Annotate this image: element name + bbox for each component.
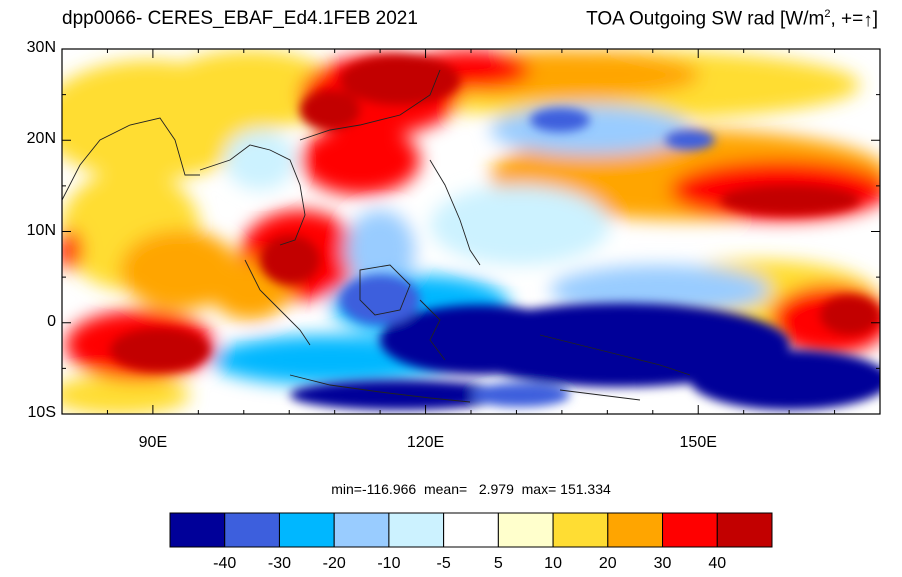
title-right-text: TOA Outgoing SW rad [W/m: [586, 8, 825, 30]
borneo-coast: [359, 264, 411, 316]
map-title-right: TOA Outgoing SW rad [W/m2, +=↑]: [586, 8, 878, 32]
china-coast: [299, 69, 441, 141]
lat-label: 0: [47, 312, 56, 330]
australia-coast: [559, 389, 641, 401]
colorbar-swatch: [497, 512, 554, 548]
colorbar-swatch: [333, 512, 390, 548]
colorbar-swatch: [388, 512, 445, 548]
java-coast: [289, 374, 471, 403]
colorbar-label: 30: [653, 555, 672, 572]
lat-label: 10S: [27, 404, 56, 421]
colorbar-swatch: [224, 512, 280, 548]
colorbar-label: -10: [377, 555, 401, 572]
colorbar-label: -30: [267, 555, 292, 572]
map-title-left: dpp0066- CERES_EBAF_Ed4.1FEB 2021: [62, 8, 418, 29]
lat-label: 20N: [26, 130, 56, 148]
map-field: [62, 49, 880, 414]
colorbar-swatch: [443, 512, 499, 548]
title-right-after: , +=: [830, 8, 864, 30]
axis-ticks: [61, 48, 881, 415]
colorbar-swatch: [662, 512, 718, 548]
colorbar-swatch: [607, 512, 664, 548]
colorbar-label: 5: [493, 555, 503, 572]
new-guinea-coast: [539, 334, 691, 376]
coastlines: [62, 69, 691, 403]
lon-label: 120E: [406, 434, 445, 451]
philippines-coast: [429, 159, 481, 266]
colorbar-label: -5: [436, 555, 451, 572]
lon-label: 150E: [679, 434, 717, 451]
lat-label: 10N: [26, 221, 56, 239]
colorbar-swatch: [169, 512, 226, 548]
sulawesi-coast: [419, 299, 446, 361]
colorbar-label: 10: [544, 555, 562, 572]
india-coast: [62, 117, 200, 201]
lat-label: 30N: [26, 39, 56, 56]
colorbar-label: 20: [598, 555, 617, 572]
colorbar-label: -20: [322, 555, 346, 572]
field-blobs-fine: [110, 55, 880, 410]
indochina-coast: [199, 144, 306, 246]
up-arrow-icon: ↑: [863, 10, 873, 32]
colorbar-label: -40: [213, 555, 237, 572]
colorbar-label: 40: [708, 555, 727, 572]
colorbar-swatch: [278, 512, 335, 548]
title-right-close: ]: [872, 8, 878, 30]
field-statistics: min=-116.966 mean= 2.979 max= 151.334: [331, 481, 611, 497]
colorbar: [169, 512, 773, 548]
colorbar-swatch: [552, 512, 609, 548]
colorbar-swatch: [716, 512, 773, 548]
field-blobs-broad: [62, 50, 880, 414]
title-right-superscript: 2: [824, 8, 831, 20]
lon-label: 90E: [138, 434, 168, 451]
sumatra-coast: [244, 259, 311, 346]
